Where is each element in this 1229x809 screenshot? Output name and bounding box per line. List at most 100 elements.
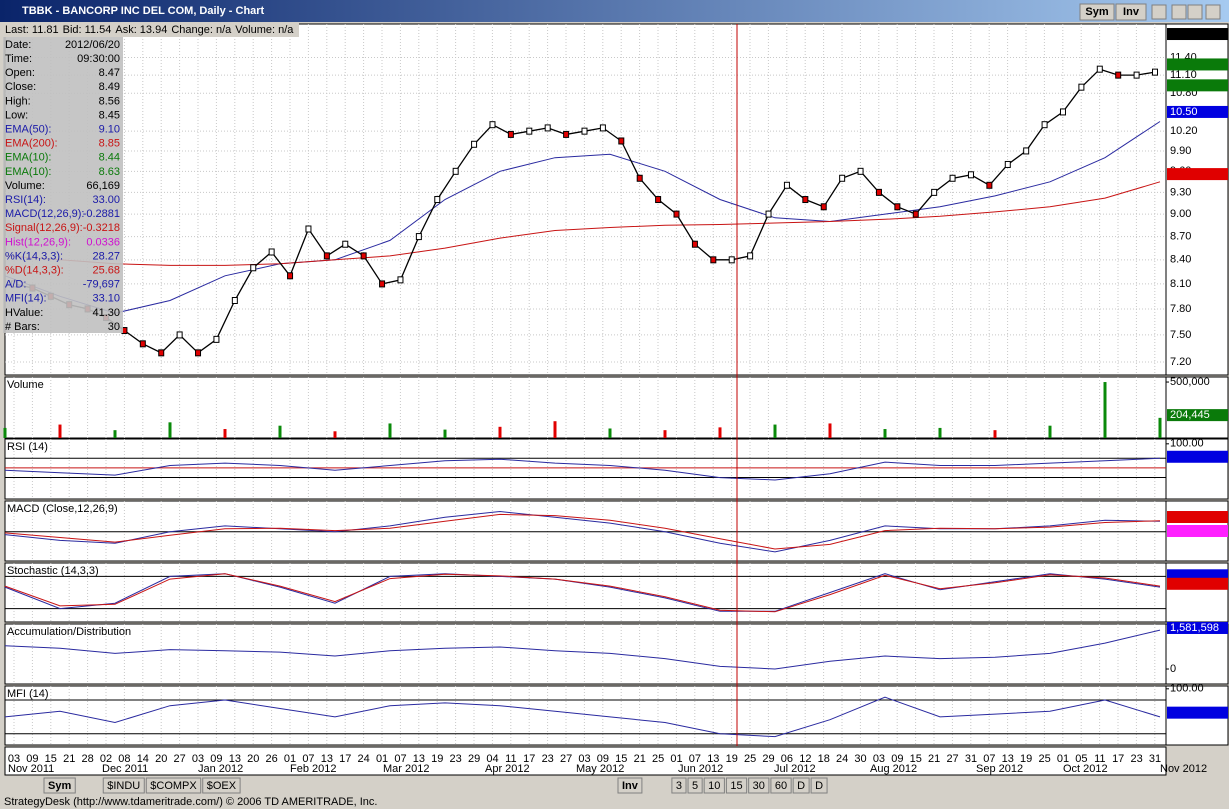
price-candle	[195, 349, 202, 357]
price-candle	[139, 340, 146, 348]
info-label: High:	[5, 95, 31, 107]
price-candle	[176, 331, 183, 339]
price-candle	[489, 121, 496, 129]
info-value: 28.27	[92, 250, 120, 262]
interval-tab-label[interactable]: 5	[692, 780, 698, 792]
interval-tab[interactable]	[770, 777, 792, 794]
date-month-label: Aug 2012	[870, 763, 917, 775]
price-candle	[857, 167, 864, 175]
interval-tab[interactable]	[792, 777, 810, 794]
info-value: 09:30:00	[77, 53, 120, 65]
price-candle	[986, 181, 993, 189]
symbol-tab-label[interactable]: $OEX	[207, 780, 237, 792]
date-day-label: 13	[413, 753, 425, 765]
symbol-tab-label[interactable]: $COMPX	[150, 780, 197, 792]
close-button[interactable]	[1205, 4, 1221, 20]
info-value: -0.2881	[83, 208, 120, 220]
price-candle	[231, 296, 238, 304]
symbol-tab[interactable]	[102, 777, 145, 794]
interval-tab-label[interactable]: 3	[676, 780, 682, 792]
date-day-label: 29	[762, 753, 774, 765]
info-value: 8.45	[99, 109, 120, 121]
panel-title: MFI (14)	[7, 688, 49, 700]
volume-bar	[828, 423, 832, 438]
date-day-label: 19	[431, 753, 443, 765]
axis-background	[1165, 438, 1229, 500]
interval-tab[interactable]	[687, 777, 703, 794]
interval-tab[interactable]	[810, 777, 828, 794]
minimize-button[interactable]	[1171, 4, 1187, 20]
price-candle	[1115, 71, 1122, 79]
inv-button[interactable]	[1115, 3, 1147, 21]
interval-tab-label[interactable]: Inv	[622, 780, 639, 792]
date-day-label: 23	[542, 753, 554, 765]
symbol-tab[interactable]	[43, 777, 76, 794]
date-day-label: 28	[81, 753, 93, 765]
info-label: Signal(12,26,9):	[5, 222, 83, 234]
date-day-label: 09	[210, 753, 222, 765]
info-label: EMA(10):	[5, 152, 51, 164]
info-label: Close:	[5, 81, 36, 93]
indicator-line	[4, 573, 1161, 613]
interval-tab[interactable]	[703, 777, 725, 794]
sym-button[interactable]	[1079, 3, 1115, 21]
symbol-tab[interactable]	[202, 777, 241, 794]
interval-tab[interactable]	[617, 777, 643, 794]
info-label: RSI(14):	[5, 194, 46, 206]
value-tag-label: 1,581,598	[1170, 622, 1219, 634]
date-day-label: 17	[339, 753, 351, 765]
date-day-label: 15	[910, 753, 922, 765]
y-tick-label: 8.10	[1170, 278, 1191, 290]
info-label: MACD(12,26,9):	[5, 208, 84, 220]
restore-button[interactable]	[1151, 4, 1167, 20]
panel-background	[4, 23, 1167, 376]
symbol-tab-label[interactable]: $INDU	[107, 780, 140, 792]
date-day-label: 07	[983, 753, 995, 765]
date-month-label: Nov 2012	[1160, 763, 1207, 775]
price-candle	[618, 137, 625, 145]
y-tick-label: 0	[1170, 663, 1176, 675]
date-day-label: 05	[1075, 753, 1087, 765]
y-tick-label: 100.00	[1170, 438, 1204, 450]
info-label: EMA(10):	[5, 166, 51, 178]
info-label: Hist(12,26,9):	[5, 236, 71, 248]
date-day-label: 04	[486, 753, 498, 765]
interval-tab[interactable]	[725, 777, 748, 794]
interval-tab[interactable]	[671, 777, 687, 794]
date-day-label: 03	[578, 753, 590, 765]
y-tick-label: 11.10	[1170, 69, 1197, 81]
panel-background	[4, 562, 1167, 623]
maximize-button[interactable]	[1187, 4, 1203, 20]
interval-tab-label[interactable]: D	[815, 780, 823, 792]
date-day-label: 26	[266, 753, 278, 765]
date-day-label: 03	[873, 753, 885, 765]
y-tick-label: 100.00	[1170, 683, 1204, 695]
interval-tab-label[interactable]: 30	[753, 780, 765, 792]
info-label: %K(14,3,3):	[5, 250, 63, 262]
date-day-label: 11	[1094, 753, 1105, 765]
date-day-label: 13	[707, 753, 719, 765]
date-day-label: 03	[8, 753, 20, 765]
date-day-label: 20	[155, 753, 167, 765]
price-candle	[581, 127, 588, 135]
info-label: HValue:	[5, 307, 43, 319]
interval-tab-label[interactable]: 15	[730, 780, 742, 792]
symbol-tab-label[interactable]: Sym	[48, 780, 71, 792]
date-day-label: 13	[321, 753, 333, 765]
price-candle	[820, 203, 827, 211]
value-tag-label: 204,445	[1170, 409, 1210, 421]
interval-tab-label[interactable]: 10	[708, 780, 720, 792]
volume-bar	[278, 425, 282, 438]
interval-tab[interactable]	[748, 777, 770, 794]
sym-button-label[interactable]: Sym	[1085, 6, 1108, 18]
interval-tab-label[interactable]: D	[797, 780, 805, 792]
volume-bar	[608, 428, 612, 438]
date-day-label: 31	[965, 753, 977, 765]
info-label: MFI(14):	[5, 293, 47, 305]
value-tag	[1167, 706, 1228, 719]
price-candle	[158, 349, 165, 357]
interval-tab-label[interactable]: 60	[775, 780, 787, 792]
inv-button-label[interactable]: Inv	[1123, 6, 1140, 18]
symbol-tab[interactable]	[145, 777, 202, 794]
price-candle	[1041, 121, 1048, 129]
